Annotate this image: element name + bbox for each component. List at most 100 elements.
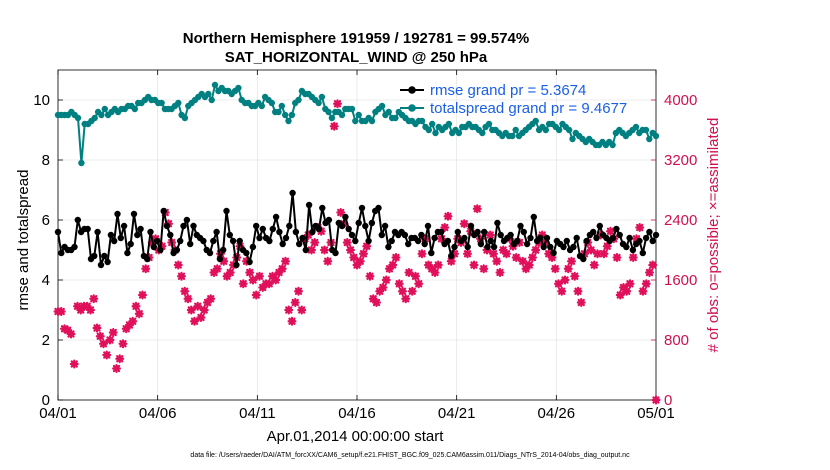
series-point-rmse: [266, 237, 273, 245]
series-point-rmse: [296, 240, 303, 248]
obs-point: [495, 268, 505, 277]
series-point-totalspread: [652, 132, 660, 140]
obs-point: [518, 256, 528, 266]
series-point-rmse: [381, 222, 389, 230]
series-point-rmse: [309, 228, 316, 236]
series-point-rmse: [243, 249, 250, 257]
series-point-rmse: [448, 252, 455, 260]
series-point-rmse: [190, 222, 197, 230]
obs-point: [323, 256, 333, 266]
obs-point: [391, 253, 401, 262]
series-point-rmse: [71, 243, 78, 251]
obs-point: [105, 335, 115, 345]
series-point-totalspread: [315, 99, 322, 107]
series-point-totalspread: [78, 159, 85, 167]
series-point-totalspread: [158, 99, 165, 107]
series-point-rmse: [177, 237, 184, 245]
obs-point: [287, 316, 297, 326]
obs-point: [388, 260, 398, 270]
series-point-rmse: [368, 219, 376, 227]
obs-point: [479, 264, 489, 274]
obs-point: [138, 290, 147, 300]
x-tick-label: 04/01: [39, 405, 77, 422]
series-point-rmse: [332, 249, 339, 257]
series-point-rmse: [120, 222, 128, 230]
series-point-rmse: [163, 222, 171, 230]
series-point-totalspread: [101, 105, 109, 113]
series-point-rmse: [210, 237, 217, 245]
series-point-rmse: [315, 225, 323, 233]
obs-point: [284, 305, 294, 315]
obs-point: [644, 268, 655, 277]
obs-point: [414, 279, 424, 289]
obs-point: [605, 226, 616, 236]
obs-point: [489, 249, 498, 259]
series-point-rmse: [530, 213, 537, 221]
obs-point: [381, 275, 391, 285]
obs-point: [251, 290, 261, 300]
series-point-rmse: [74, 216, 82, 224]
series-point-rmse: [223, 207, 230, 215]
series-totalspread: [54, 81, 660, 167]
series-point-rmse: [213, 228, 220, 236]
series-point-rmse: [84, 225, 91, 233]
series-point-totalspread: [352, 117, 359, 125]
legend-marker-totalspread: [408, 104, 416, 112]
series-point-rmse: [609, 234, 617, 242]
series-point-rmse: [54, 228, 62, 236]
obs-point: [359, 249, 368, 259]
series-point-rmse: [289, 189, 296, 197]
series-point-rmse: [246, 258, 253, 266]
series-point-rmse: [130, 210, 138, 218]
obs-point: [589, 260, 599, 270]
series-point-totalspread: [455, 129, 463, 137]
obs-point: [173, 260, 183, 270]
series-point-rmse: [216, 255, 224, 263]
y-tick-label-right: 800: [664, 332, 689, 349]
legend-marker-rmse: [408, 86, 416, 94]
y-tick-label-right: 4000: [664, 92, 697, 109]
x-tick-label: 04/16: [338, 405, 376, 422]
series-point-rmse: [279, 240, 286, 248]
y-tick-label-left: 2: [42, 332, 50, 349]
series-point-totalspread: [288, 111, 296, 119]
y-axis-label-right: # of obs: o=possible; ×=assimilated: [705, 118, 722, 353]
obs-point: [570, 271, 580, 281]
y-tick-label-right: 3200: [664, 152, 697, 169]
series-point-rmse: [613, 225, 620, 233]
series-point-rmse: [474, 228, 481, 236]
series-point-rmse: [593, 234, 600, 242]
series-point-totalspread: [285, 117, 292, 125]
series-point-totalspread: [91, 114, 98, 122]
series-point-rmse: [537, 234, 544, 242]
obs-point: [641, 279, 651, 289]
obs-point: [111, 364, 122, 373]
y-tick-label-left: 10: [33, 92, 50, 109]
series-point-rmse: [167, 231, 174, 239]
series-point-totalspread: [205, 90, 212, 98]
series-point-rmse: [405, 240, 412, 248]
obs-point: [271, 275, 281, 285]
obs-point: [281, 256, 290, 266]
series-point-totalspread: [328, 114, 336, 122]
series-point-rmse: [451, 243, 458, 251]
series-point-rmse: [646, 228, 653, 236]
series-point-rmse: [187, 240, 194, 248]
obs-point: [651, 395, 661, 405]
obs-point: [527, 253, 538, 262]
obs-point: [277, 264, 287, 274]
legend-item-rmse: rmse grand pr = 5.3674: [400, 82, 586, 99]
obs-point: [602, 241, 612, 251]
series-point-totalspread: [74, 114, 82, 122]
obs-point: [349, 253, 359, 262]
obs-point: [190, 316, 199, 326]
series-point-totalspread: [268, 99, 275, 107]
series-point-rmse: [104, 258, 111, 266]
obs-point: [404, 268, 414, 277]
series-point-rmse: [563, 237, 570, 245]
obs-point: [365, 271, 375, 281]
obs-point: [638, 286, 648, 296]
obs-point: [557, 286, 567, 296]
series-point-rmse: [623, 243, 630, 251]
series-point-totalspread: [542, 126, 549, 134]
